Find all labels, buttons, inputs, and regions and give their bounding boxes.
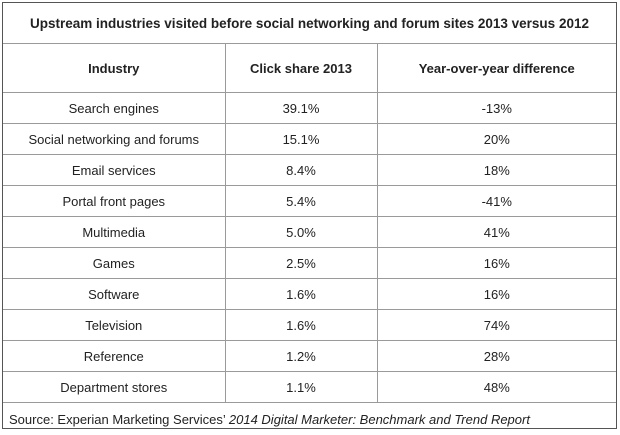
header-yoy-difference: Year-over-year difference	[377, 44, 616, 93]
source-report-title: 2014 Digital Marketer: Benchmark and Tre…	[229, 412, 530, 427]
industry-cell: Multimedia	[3, 217, 225, 248]
yoy-difference-cell: 28%	[377, 341, 616, 372]
header-industry: Industry	[3, 44, 225, 93]
yoy-difference-cell: 48%	[377, 372, 616, 403]
title-row: Upstream industries visited before socia…	[3, 3, 616, 44]
yoy-difference-cell: 16%	[377, 279, 616, 310]
industry-cell: Software	[3, 279, 225, 310]
industry-cell: Department stores	[3, 372, 225, 403]
source-note: Source: Experian Marketing Services’ 201…	[3, 403, 616, 435]
industry-cell: Reference	[3, 341, 225, 372]
yoy-difference-cell: 16%	[377, 248, 616, 279]
click-share-cell: 1.1%	[225, 372, 377, 403]
industry-cell: Games	[3, 248, 225, 279]
click-share-cell: 15.1%	[225, 124, 377, 155]
source-prefix: Source: Experian Marketing Services’	[9, 412, 229, 427]
source-row: Source: Experian Marketing Services’ 201…	[3, 403, 616, 435]
table-frame: Upstream industries visited before socia…	[2, 2, 617, 429]
industry-cell: Email services	[3, 155, 225, 186]
industry-cell: Portal front pages	[3, 186, 225, 217]
yoy-difference-cell: -13%	[377, 93, 616, 124]
header-row: Industry Click share 2013 Year-over-year…	[3, 44, 616, 93]
click-share-cell: 8.4%	[225, 155, 377, 186]
click-share-cell: 1.2%	[225, 341, 377, 372]
industry-cell: Search engines	[3, 93, 225, 124]
click-share-cell: 5.0%	[225, 217, 377, 248]
click-share-cell: 2.5%	[225, 248, 377, 279]
industry-cell: Social networking and forums	[3, 124, 225, 155]
click-share-cell: 39.1%	[225, 93, 377, 124]
click-share-cell: 1.6%	[225, 310, 377, 341]
yoy-difference-cell: 74%	[377, 310, 616, 341]
yoy-difference-cell: -41%	[377, 186, 616, 217]
data-table: Upstream industries visited before socia…	[3, 3, 616, 435]
yoy-difference-cell: 41%	[377, 217, 616, 248]
click-share-cell: 1.6%	[225, 279, 377, 310]
yoy-difference-cell: 18%	[377, 155, 616, 186]
click-share-cell: 5.4%	[225, 186, 377, 217]
header-click-share: Click share 2013	[225, 44, 377, 93]
yoy-difference-cell: 20%	[377, 124, 616, 155]
industry-cell: Television	[3, 310, 225, 341]
table-title: Upstream industries visited before socia…	[3, 3, 616, 44]
